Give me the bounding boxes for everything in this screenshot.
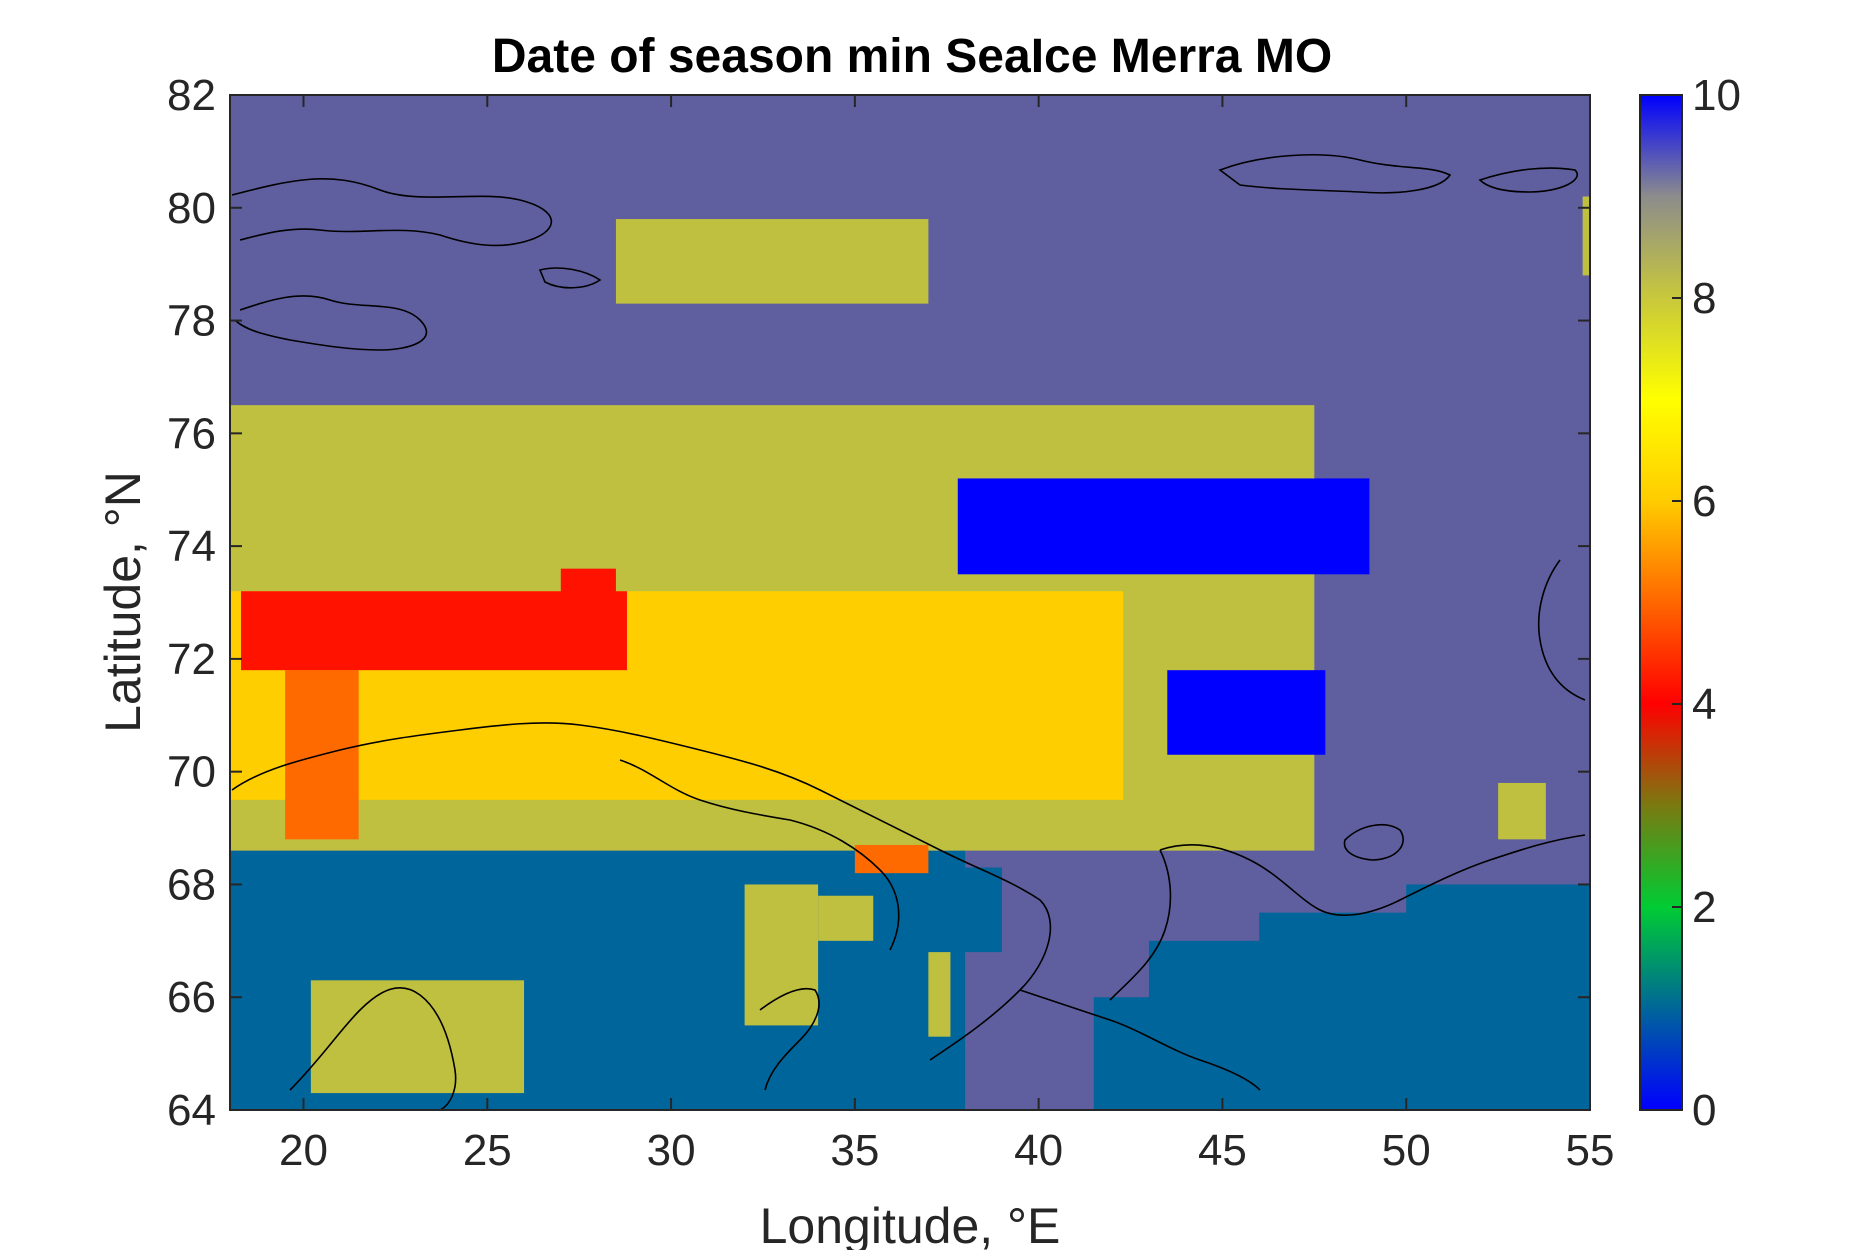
coastline (231, 154, 1586, 1110)
x-axis-label: Longitude, °E (760, 1198, 1061, 1250)
colorbar-ticks: 0 2 4 6 8 10 (1672, 71, 1741, 1135)
chart-title: Date of season min SeaIce Merra MO (492, 30, 1332, 83)
x-axis-ticks: 20 25 30 35 40 45 50 55 (279, 95, 1614, 1175)
colorbar-tick-label: 4 (1692, 680, 1716, 729)
plot-area (230, 95, 1590, 1110)
y-tick-label: 80 (167, 184, 216, 233)
colorbar-tick-label: 6 (1692, 477, 1716, 526)
x-tick-label: 45 (1198, 1126, 1247, 1175)
x-tick-label: 20 (279, 1126, 328, 1175)
colorbar-tick-label: 2 (1692, 883, 1716, 932)
colorbar (1640, 95, 1682, 1110)
heatmap-cell (744, 884, 819, 1026)
heatmap-cell (957, 478, 1370, 575)
y-tick-label: 68 (167, 860, 216, 909)
y-tick-label: 78 (167, 297, 216, 346)
heatmap-cell (1582, 196, 1590, 276)
heatmap-cells (230, 196, 1590, 1110)
x-tick-label: 35 (830, 1126, 879, 1175)
y-tick-label: 82 (167, 71, 216, 120)
y-tick-label: 70 (167, 748, 216, 797)
y-tick-label: 64 (167, 1086, 216, 1135)
heatmap-cell (818, 895, 874, 941)
colorbar-tick-label: 0 (1692, 1086, 1716, 1135)
heatmap-cell (615, 219, 929, 304)
heatmap-cell (965, 867, 1002, 953)
heatmap-cell (560, 568, 616, 603)
y-tick-label: 74 (167, 522, 216, 571)
y-tick-label: 72 (167, 635, 216, 684)
y-tick-label: 76 (167, 409, 216, 458)
heatmap-cell (928, 952, 951, 1037)
colorbar-tick-label: 10 (1692, 71, 1741, 120)
x-tick-label: 25 (463, 1126, 512, 1175)
heatmap-cell (1498, 782, 1546, 840)
x-tick-label: 30 (647, 1126, 696, 1175)
colorbar-tick-label: 8 (1692, 274, 1716, 323)
heatmap-cell (241, 591, 627, 671)
y-axis-ticks: 64 66 68 70 72 74 76 78 80 82 (167, 71, 1590, 1135)
heatmap-cell (1406, 884, 1590, 1110)
heatmap-cell (1167, 670, 1326, 755)
y-tick-label: 66 (167, 973, 216, 1022)
colorbar-frame (1639, 94, 1683, 1111)
plot-frame (229, 94, 1591, 1111)
y-axis-label: Latitude, °N (95, 471, 151, 733)
x-tick-label: 55 (1566, 1126, 1615, 1175)
x-tick-label: 50 (1382, 1126, 1431, 1175)
heatmap-cell (310, 980, 525, 1094)
x-tick-label: 40 (1014, 1126, 1063, 1175)
heatmap-cell (854, 844, 929, 874)
